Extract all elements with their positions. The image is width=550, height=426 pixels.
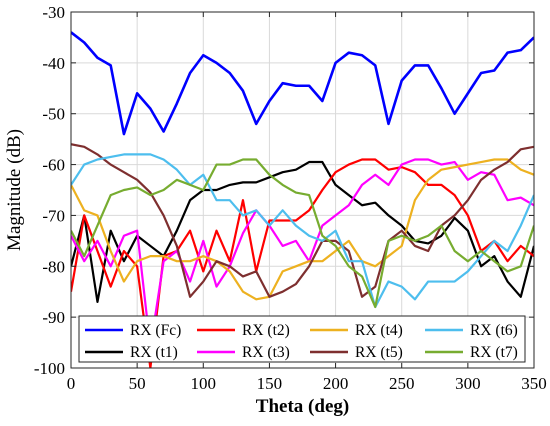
tick-labels: 0 50 100 150 200 250 300 350 -30 -40 -50 -60 -70 -80 -…	[34, 3, 547, 393]
y-tick-label: -30	[42, 3, 65, 22]
legend-label: RX (t2)	[242, 322, 290, 339]
y-tick-label: -50	[42, 105, 65, 124]
plot-frame	[70, 11, 535, 369]
series-line-rx-t1	[71, 160, 534, 303]
y-tick-label: -100	[34, 359, 65, 378]
x-axis-title: Theta (deg)	[256, 396, 349, 417]
x-tick-label: 250	[389, 374, 415, 393]
legend-label: RX (Fc)	[130, 322, 181, 339]
legend-label: RX (t7)	[470, 344, 518, 361]
x-tick-label: 200	[323, 374, 349, 393]
x-tick-label: 100	[191, 374, 217, 393]
legend-label: RX (t5)	[355, 344, 403, 361]
legend-label: RX (t1)	[130, 344, 178, 361]
x-tick-label: 0	[67, 374, 76, 393]
series-line-rx-t4	[71, 158, 534, 301]
x-tick-label: 350	[521, 374, 547, 393]
legend: RX (Fc) RX (t1) RX (t2) RX (t3) RX (t4) RX (t…	[78, 315, 526, 363]
y-tick-label: -60	[42, 156, 65, 175]
y-tick-label: -80	[42, 257, 65, 276]
series-line-rx-t6	[71, 153, 534, 309]
series-line-rx-t5	[71, 143, 534, 298]
legend-box	[78, 315, 526, 363]
y-tick-label: -70	[42, 206, 65, 225]
x-tick-label: 300	[455, 374, 481, 393]
axis-ticks	[70, 11, 535, 369]
legend-label: RX (t3)	[242, 344, 290, 361]
series-line-rx-t7	[71, 158, 534, 309]
x-tick-label: 50	[129, 374, 146, 393]
series-line-rx-fc	[71, 31, 534, 136]
y-tick-label: -40	[42, 54, 65, 73]
y-tick-label: -90	[42, 308, 65, 327]
x-tick-label: 150	[257, 374, 283, 393]
legend-label: RX (t4)	[355, 322, 403, 339]
legend-label: RX (t6)	[470, 322, 518, 339]
y-axis-title: Magnitude (dB)	[4, 129, 25, 251]
